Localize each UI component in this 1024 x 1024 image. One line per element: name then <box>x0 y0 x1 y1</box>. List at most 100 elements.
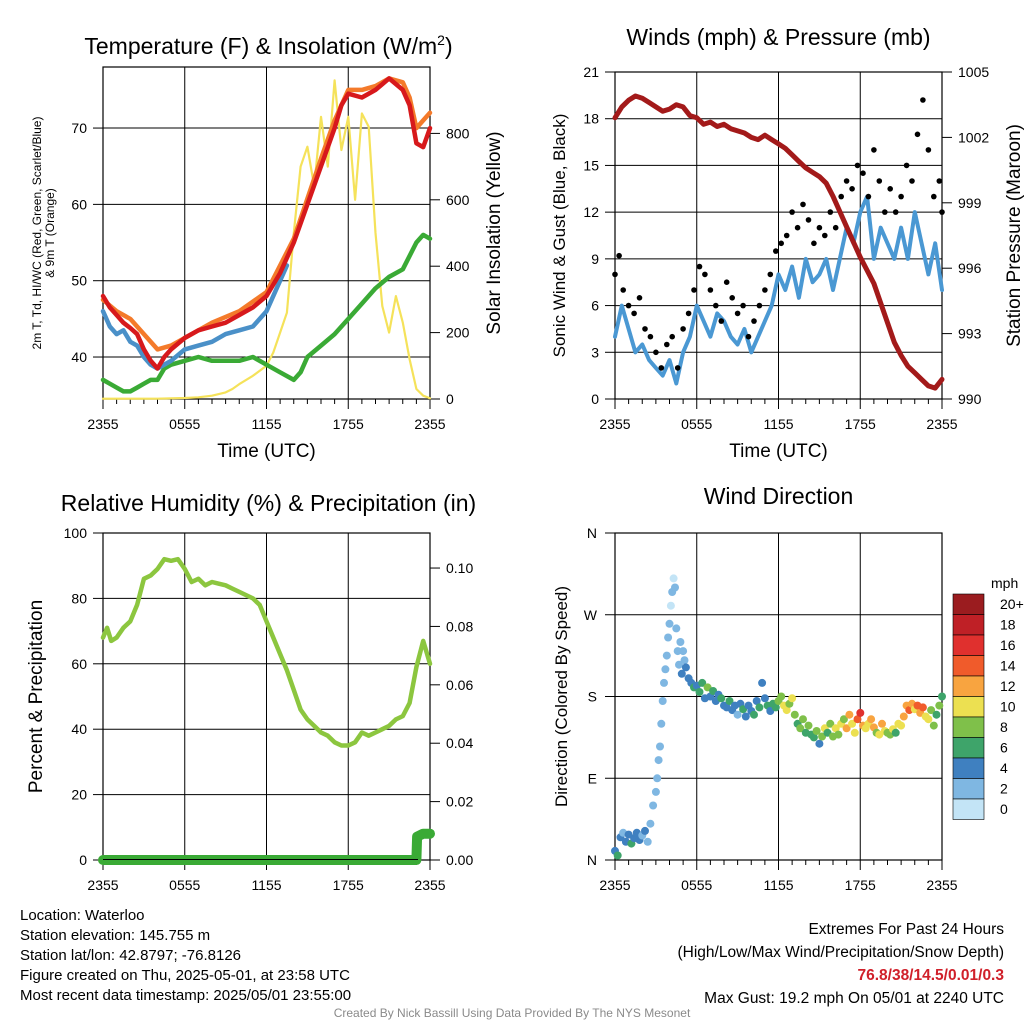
y-tick-label: 21 <box>583 64 599 80</box>
direction-point <box>929 721 938 730</box>
direction-point <box>809 733 818 742</box>
gust-point <box>860 170 866 176</box>
gust-point <box>729 295 735 301</box>
x-tick-label: 2355 <box>926 877 957 893</box>
x-tick-label: 0555 <box>169 877 200 893</box>
gust-point <box>811 240 817 247</box>
gust-point <box>625 302 632 309</box>
direction-point <box>733 710 742 719</box>
legend-label: 20+ <box>1000 596 1024 612</box>
legend-title: mph <box>991 575 1018 591</box>
feels-like-line <box>100 263 290 371</box>
gust-point <box>816 224 823 231</box>
gust-point <box>920 97 926 103</box>
gust-point <box>778 240 784 247</box>
direction-point <box>658 697 667 705</box>
chart-title: Winds (mph) & Pressure (mb) <box>626 24 930 50</box>
direction-point <box>760 694 769 703</box>
y-right-tick-label: 400 <box>446 258 470 274</box>
y-right-tick-label: 0.08 <box>446 618 473 634</box>
x-tick-label: 0555 <box>681 416 712 432</box>
y-right-tick-label: 999 <box>958 195 982 211</box>
legend-label: 2 <box>1000 781 1008 797</box>
direction-point <box>662 651 671 660</box>
direction-point <box>788 694 797 703</box>
gust-point <box>805 217 812 223</box>
legend-swatch <box>952 593 985 615</box>
gust-point <box>865 193 872 200</box>
direction-point <box>938 692 946 701</box>
gust-point <box>871 147 877 153</box>
gust-point <box>612 271 618 278</box>
temp-2m-line <box>100 76 433 371</box>
x-tick-label: 2355 <box>87 877 118 893</box>
y-tick-label: S <box>588 689 597 705</box>
gust-point <box>882 209 888 215</box>
direction-point <box>812 727 821 735</box>
y-axis-label: Sonic Wind & Gust (Blue, Black) <box>550 114 569 358</box>
legend-label: 4 <box>1000 760 1008 776</box>
y-right-tick-label: 200 <box>446 325 470 341</box>
legend-label: 18 <box>1000 617 1016 633</box>
figure-created: Figure created on Thu, 2025-05-01, at 23… <box>20 967 350 984</box>
gust-point <box>939 209 945 215</box>
direction-point <box>826 719 835 728</box>
gust-point <box>898 193 904 200</box>
direction-point <box>935 701 944 710</box>
plot-frame <box>102 66 431 400</box>
direction-point <box>681 663 690 672</box>
gust-point <box>827 209 834 215</box>
direction-point <box>867 715 876 724</box>
direction-point <box>853 715 862 724</box>
x-tick-label: 2355 <box>414 877 445 893</box>
gust-point <box>734 310 741 317</box>
direction-point <box>927 706 936 715</box>
y-axis-label-line1: 2m T, Td, HI/WC (Red, Green, Scarlet/Blu… <box>30 117 44 350</box>
direction-point <box>845 710 854 719</box>
gust-point <box>903 162 910 169</box>
direction-point <box>654 756 663 765</box>
gust-point <box>832 224 839 231</box>
direction-point <box>834 730 843 739</box>
direction-point <box>850 728 859 737</box>
gust-point <box>876 178 883 184</box>
y-right-axis-label: Station Pressure (Maroon) <box>1004 124 1024 347</box>
gust-point <box>702 271 708 278</box>
station-info: Location: Waterloo Station elevation: 14… <box>20 906 351 1006</box>
direction-point <box>815 739 824 748</box>
gust-point <box>691 287 697 293</box>
gust-point <box>696 263 703 270</box>
y-tick-label: 40 <box>71 721 87 737</box>
x-tick-label: 2355 <box>599 416 630 432</box>
direction-point <box>856 708 865 717</box>
rh-line <box>100 556 433 748</box>
gust-point <box>680 326 686 332</box>
y-tick-label: 3 <box>591 344 599 360</box>
direction-point <box>932 710 941 719</box>
y-right-tick-label: 1005 <box>958 64 989 80</box>
gust-point <box>843 178 850 184</box>
direction-point <box>653 774 662 783</box>
direction-point <box>777 692 786 701</box>
dewpoint-line <box>100 232 433 394</box>
legend-swatch <box>952 716 985 738</box>
direction-point <box>782 706 791 715</box>
x-tick-label: 1755 <box>333 416 364 432</box>
direction-point <box>924 715 933 724</box>
direction-point <box>758 678 767 687</box>
credit: Created By Nick Bassill Using Data Provi… <box>333 1006 691 1020</box>
x-tick-label: 1755 <box>845 416 876 432</box>
panel-1: 2355 0555 1155 1755 2355 40 50 60 70 0 200 400 600 80… <box>30 32 505 462</box>
y-tick-label: 0 <box>79 852 87 868</box>
gust-point <box>892 209 899 215</box>
x-tick-label: 0555 <box>169 416 200 432</box>
direction-point <box>796 724 805 733</box>
x-tick-label: 2355 <box>414 416 445 432</box>
direction-point <box>750 710 758 719</box>
y-tick-label: 100 <box>64 525 88 541</box>
direction-point <box>878 719 886 728</box>
gust-point <box>800 201 806 208</box>
legend-swatch <box>952 696 985 718</box>
direction-point <box>671 583 679 592</box>
gust-point <box>936 178 943 184</box>
